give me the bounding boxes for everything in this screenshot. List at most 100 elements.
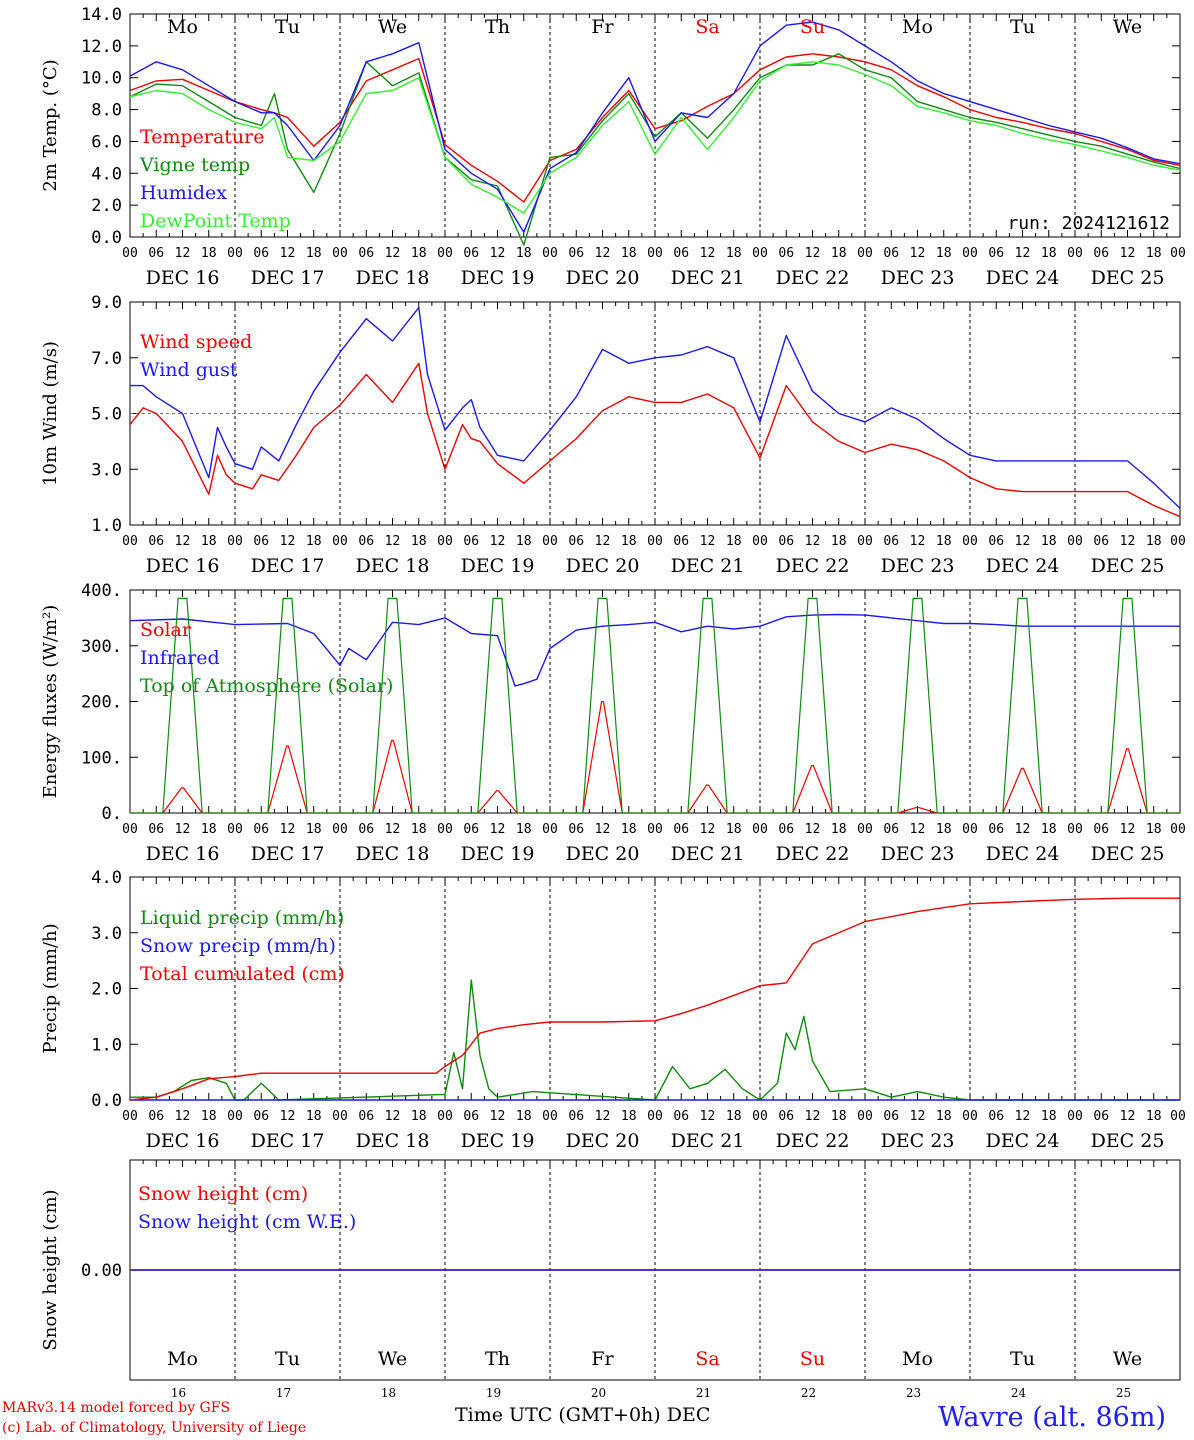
energy-y-tick-label: 200. — [81, 693, 122, 713]
temp-date-label: DEC 23 — [881, 267, 955, 289]
precip-hour-label: 00 — [122, 1109, 138, 1124]
time-axis-title: Time UTC (GMT+0h) DEC — [455, 1404, 710, 1426]
precip-hour-label: 06 — [568, 1109, 584, 1124]
wind-hour-label: 18 — [831, 534, 847, 549]
energy-hour-label: 06 — [568, 822, 584, 837]
temp-hour-label: 06 — [253, 246, 269, 261]
precip-hour-label: 00 — [857, 1109, 873, 1124]
temp-hour-label: 00 — [542, 246, 558, 261]
wind-y-tick-label: 5.0 — [91, 405, 122, 425]
wind-hour-label: 12 — [1120, 534, 1136, 549]
energy-date-label: DEC 21 — [671, 843, 745, 865]
model-credit: MARv3.14 model forced by GFS — [2, 1400, 231, 1416]
temp-hour-label: 00 — [227, 246, 243, 261]
energy-hour-label: 18 — [831, 822, 847, 837]
wind-hour-label: 18 — [726, 534, 742, 549]
snow-day-number: 24 — [1011, 1386, 1027, 1400]
precip-date-label: DEC 25 — [1091, 1130, 1165, 1152]
temp-date-label: DEC 18 — [356, 267, 430, 289]
energy-hour-label: 18 — [1146, 822, 1162, 837]
precip-hour-label: 18 — [1146, 1109, 1162, 1124]
precip-hour-label: 06 — [148, 1109, 164, 1124]
snow-legend-entry: Snow height (cm W.E.) — [138, 1211, 356, 1233]
wind-hour-label: 00 — [542, 534, 558, 549]
energy-hour-label: 00 — [1170, 822, 1186, 837]
precip-hour-label: 12 — [595, 1109, 611, 1124]
snow-weekday-label: Th — [485, 1348, 510, 1370]
temp-weekday-label: Th — [485, 16, 510, 38]
energy-hour-label: 12 — [1120, 822, 1136, 837]
temp-hour-label: 00 — [857, 246, 873, 261]
wind-hour-label: 18 — [411, 534, 427, 549]
energy-legend-entry: Infrared — [140, 647, 220, 669]
energy-y-tick-label: 100. — [81, 748, 122, 768]
energy-hour-label: 18 — [726, 822, 742, 837]
energy-hour-label: 00 — [752, 822, 768, 837]
snow-day-number: 25 — [1116, 1386, 1131, 1400]
energy-series-top-of-atmosphere-solar — [130, 597, 1180, 814]
snow-day-number: 19 — [486, 1386, 501, 1400]
precip-hour-label: 00 — [752, 1109, 768, 1124]
energy-hour-label: 00 — [437, 822, 453, 837]
wind-hour-label: 06 — [1093, 534, 1109, 549]
temp-weekday-label: Fr — [591, 16, 614, 38]
energy-hour-label: 18 — [201, 822, 217, 837]
wind-hour-label: 00 — [857, 534, 873, 549]
wind-hour-label: 06 — [148, 534, 164, 549]
wind-y-axis-title: 10m Wind (m/s) — [40, 341, 61, 486]
wind-hour-label: 06 — [883, 534, 899, 549]
energy-date-label: DEC 24 — [986, 843, 1060, 865]
energy-hour-label: 06 — [988, 822, 1004, 837]
snow-day-number: 16 — [171, 1386, 186, 1400]
precip-date-label: DEC 22 — [776, 1130, 850, 1152]
precip-hour-label: 18 — [411, 1109, 427, 1124]
precip-hour-label: 12 — [910, 1109, 926, 1124]
temp-hour-label: 06 — [568, 246, 584, 261]
energy-hour-label: 12 — [700, 822, 716, 837]
temp-y-tick-label: 14.0 — [81, 5, 122, 25]
precip-hour-label: 06 — [673, 1109, 689, 1124]
precip-hour-label: 18 — [1041, 1109, 1057, 1124]
month-label: DEC — [666, 1404, 711, 1426]
energy-date-label: DEC 19 — [461, 843, 535, 865]
energy-hour-label: 06 — [778, 822, 794, 837]
precip-legend-entry: Liquid precip (mm/h) — [140, 907, 344, 929]
temp-weekday-label: We — [378, 16, 407, 38]
precip-date-label: DEC 23 — [881, 1130, 955, 1152]
energy-date-label: DEC 23 — [881, 843, 955, 865]
temp-hour-label: 00 — [122, 246, 138, 261]
temp-weekday-label: Sa — [695, 16, 719, 38]
wind-hour-label: 18 — [1146, 534, 1162, 549]
wind-hour-label: 06 — [568, 534, 584, 549]
temp-y-tick-label: 2.0 — [91, 196, 122, 216]
energy-hour-label: 00 — [962, 822, 978, 837]
temp-y-tick-label: 6.0 — [91, 132, 122, 152]
wind-hour-label: 06 — [673, 534, 689, 549]
wind-hour-label: 00 — [122, 534, 138, 549]
energy-hour-label: 00 — [332, 822, 348, 837]
temp-hour-label: 00 — [1170, 246, 1186, 261]
energy-hour-label: 00 — [857, 822, 873, 837]
precip-date-label: DEC 21 — [671, 1130, 745, 1152]
precip-hour-label: 00 — [437, 1109, 453, 1124]
temp-hour-label: 06 — [988, 246, 1004, 261]
temp-date-label: DEC 16 — [146, 267, 220, 289]
wind-hour-label: 12 — [280, 534, 296, 549]
temp-y-tick-label: 10.0 — [81, 69, 122, 89]
wind-hour-label: 12 — [385, 534, 401, 549]
wind-hour-label: 12 — [490, 534, 506, 549]
temp-weekday-label: We — [1113, 16, 1142, 38]
wind-hour-label: 00 — [227, 534, 243, 549]
temp-date-label: DEC 21 — [671, 267, 745, 289]
wind-date-label: DEC 17 — [251, 555, 325, 577]
wind-date-label: DEC 25 — [1091, 555, 1165, 577]
wind-y-tick-label: 1.0 — [91, 516, 122, 536]
snow-day-number: 21 — [696, 1386, 711, 1400]
snow-weekday-label: Fr — [591, 1348, 614, 1370]
precip-hour-label: 06 — [778, 1109, 794, 1124]
wind-date-label: DEC 23 — [881, 555, 955, 577]
precip-hour-label: 18 — [621, 1109, 637, 1124]
temp-hour-label: 12 — [280, 246, 296, 261]
energy-y-tick-label: 300. — [81, 637, 122, 657]
wind-hour-label: 18 — [306, 534, 322, 549]
